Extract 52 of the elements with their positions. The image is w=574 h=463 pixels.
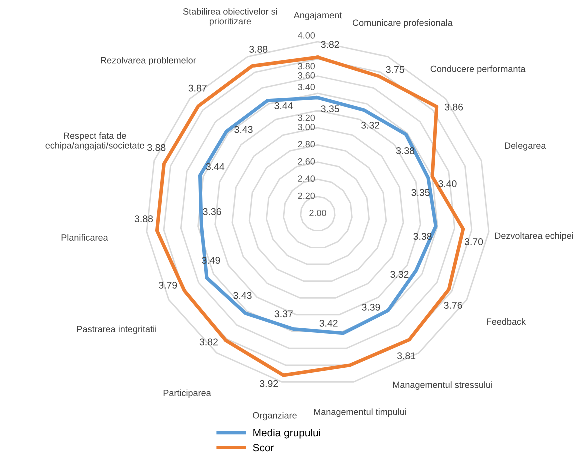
y-tick-label: 4.00 [298, 32, 316, 39]
data-label: 3.32 [361, 122, 380, 129]
data-label: 3.79 [159, 282, 178, 289]
spoke-label: Participarea [164, 390, 212, 398]
data-label: 3.88 [134, 216, 154, 222]
y-tick-label: 3.40 [298, 84, 316, 90]
y-tick-label: 2.20 [298, 192, 316, 200]
y-tick-label: 2.60 [298, 158, 316, 165]
spoke-label: Organziare [253, 412, 297, 421]
legend-label: Scor [253, 444, 274, 452]
data-label: 3.88 [148, 144, 166, 152]
data-label: 3.82 [321, 41, 340, 48]
data-label: 3.37 [274, 310, 293, 318]
y-tick-label: 3.00 [298, 124, 316, 130]
spoke-label: Dezvoltarea echipei [495, 232, 574, 241]
data-label: 3.43 [234, 292, 252, 300]
data-label: 3.88 [250, 46, 268, 53]
data-label: 3.42 [320, 320, 338, 327]
data-label: 3.40 [438, 180, 457, 188]
data-label: 3.86 [444, 104, 464, 111]
spoke-label: Planificarea [62, 234, 108, 241]
spoke-label: Respect fata de echipa/angajati/societate [46, 132, 144, 151]
y-tick-label: 3.80 [298, 63, 316, 70]
spoke-label: Comunicare profesionala [352, 20, 453, 28]
data-label: 3.75 [386, 66, 404, 74]
spoke-label: Feedback [487, 318, 526, 326]
spoke-label: Delegarea [505, 142, 546, 151]
spoke-label: Stabilirea obiectivelor si prioritizare [183, 8, 278, 26]
data-label: 3.70 [464, 238, 484, 246]
y-tick-label: 2.80 [298, 141, 316, 148]
spoke-label: Managementul timpului [314, 408, 406, 418]
data-label: 3.92 [260, 380, 278, 388]
y-tick-label: 3.60 [298, 72, 316, 79]
spoke-label: Managementul stressului [393, 382, 492, 390]
data-label: 3.87 [188, 84, 207, 92]
data-label: 3.44 [274, 102, 293, 110]
y-tick-label: 2.40 [298, 176, 316, 182]
data-label: 3.43 [234, 126, 253, 134]
data-label: 3.39 [362, 304, 380, 311]
spoke-label: Pastrarea integritatii [77, 326, 156, 334]
spoke-label: Rezolvarea problemelor [101, 57, 196, 66]
data-label: 3.82 [200, 338, 218, 346]
y-tick-label: 2.00 [310, 210, 326, 216]
data-label: 3.76 [444, 302, 462, 309]
data-label: 3.32 [390, 271, 409, 278]
y-tick-label: 3.20 [298, 114, 316, 122]
legend-label: Media grupului [254, 428, 320, 439]
data-label: 3.35 [321, 106, 340, 112]
spoke-label: Angajament [294, 12, 342, 20]
data-label: 3.36 [203, 208, 222, 216]
data-label: 3.81 [397, 352, 416, 360]
spoke-label: Conducere performanta [430, 66, 526, 74]
